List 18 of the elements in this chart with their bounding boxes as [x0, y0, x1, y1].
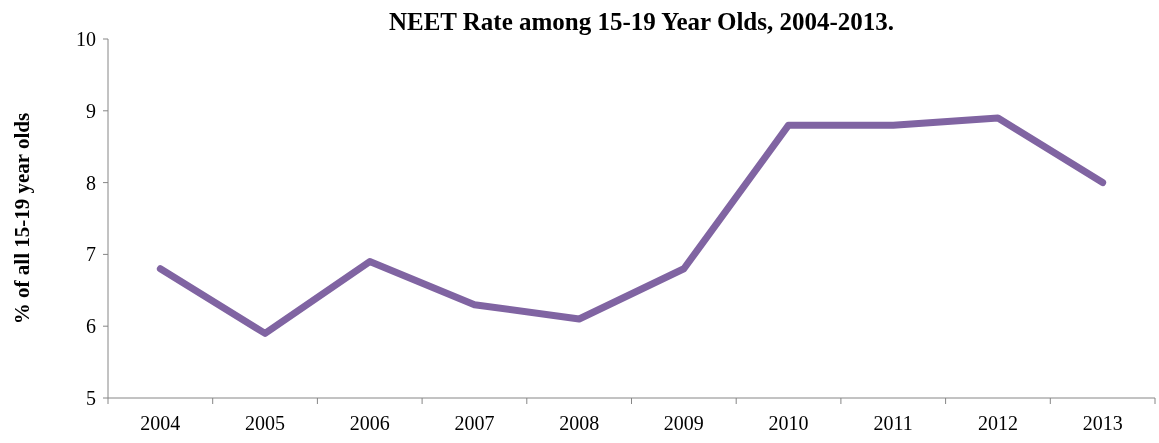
x-tick-label: 2004	[140, 412, 181, 434]
y-tick-label: 5	[86, 387, 96, 409]
y-tick-label: 8	[86, 171, 96, 194]
x-tick-label: 2012	[977, 412, 1018, 434]
y-tick-label: 7	[86, 243, 96, 266]
x-tick-label: 2005	[245, 412, 286, 434]
x-tick-label: 2013	[1082, 412, 1123, 434]
y-tick-label: 9	[86, 99, 96, 122]
x-tick-label: 2009	[663, 412, 704, 434]
x-tick-label: 2010	[768, 412, 809, 434]
y-axis-title: % of all 15-19 year olds	[10, 112, 34, 325]
chart-title: NEET Rate among 15-19 Year Olds, 2004-2013.	[388, 8, 895, 35]
x-tick-label: 2006	[349, 412, 390, 434]
x-tick-label: 2007	[454, 412, 495, 434]
x-tick-label: 2011	[873, 412, 913, 434]
y-tick-label: 6	[86, 315, 96, 338]
y-tick-label: 10	[76, 28, 96, 50]
x-tick-label: 2008	[559, 412, 600, 434]
